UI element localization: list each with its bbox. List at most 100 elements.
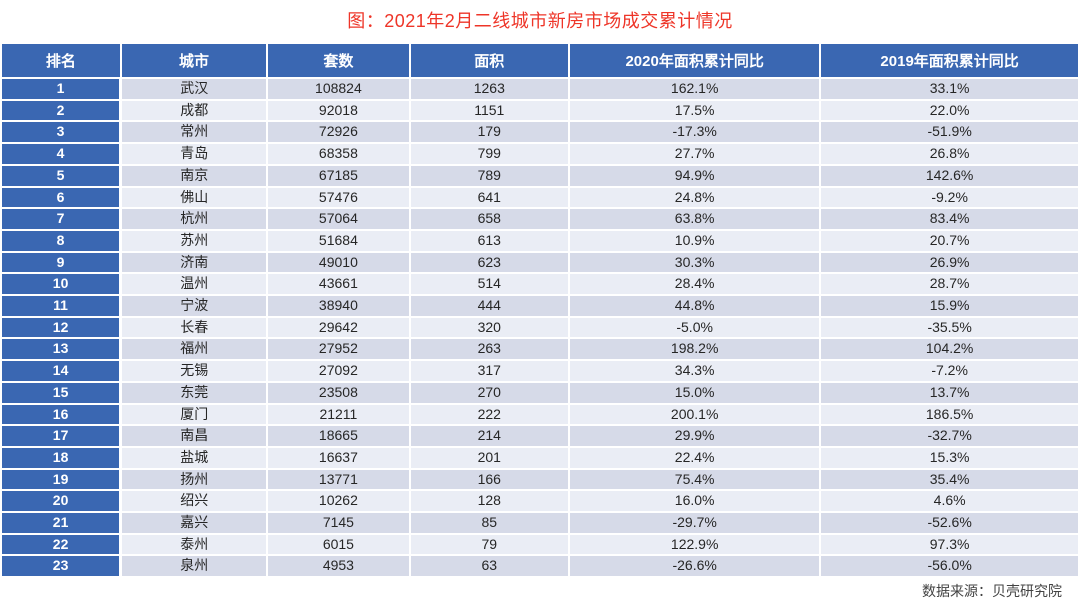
table-row: 4 青岛 68358 799 27.7% 26.8% bbox=[0, 142, 1080, 166]
table-row: 23 泉州 4953 63 -26.6% -56.0% bbox=[0, 554, 1080, 579]
table-row: 19 扬州 13771 166 75.4% 35.4% bbox=[0, 467, 1080, 492]
rank-cell: 6 bbox=[0, 185, 123, 210]
yoy2020-cell: 17.5% bbox=[568, 98, 822, 123]
city-cell: 厦门 bbox=[119, 402, 269, 427]
city-cell: 济南 bbox=[119, 250, 269, 275]
table-header: 排名 城市 套数 面积 2020年面积累计同比 2019年面积累计同比 bbox=[0, 42, 1080, 79]
area-cell: 658 bbox=[408, 207, 571, 231]
rank-cell: 23 bbox=[0, 554, 123, 579]
city-cell: 常州 bbox=[119, 120, 269, 145]
yoy2020-cell: 34.3% bbox=[568, 359, 822, 383]
units-cell: 27092 bbox=[266, 359, 411, 383]
table-row: 3 常州 72926 179 -17.3% -51.9% bbox=[0, 120, 1080, 145]
units-cell: 21211 bbox=[266, 402, 411, 427]
city-cell: 佛山 bbox=[119, 185, 269, 210]
table-row: 12 长春 29642 320 -5.0% -35.5% bbox=[0, 315, 1080, 340]
rank-cell: 13 bbox=[0, 337, 123, 362]
area-cell: 214 bbox=[408, 424, 571, 448]
city-cell: 成都 bbox=[119, 98, 269, 123]
yoy2019-cell: 4.6% bbox=[819, 489, 1080, 514]
yoy2020-cell: 200.1% bbox=[568, 402, 822, 427]
table-row: 16 厦门 21211 222 200.1% 186.5% bbox=[0, 402, 1080, 427]
table-row: 7 杭州 57064 658 63.8% 83.4% bbox=[0, 207, 1080, 231]
table-row: 1 武汉 108824 1263 162.1% 33.1% bbox=[0, 77, 1080, 101]
city-cell: 南昌 bbox=[119, 424, 269, 448]
yoy2019-cell: 97.3% bbox=[819, 532, 1080, 557]
table-row: 20 绍兴 10262 128 16.0% 4.6% bbox=[0, 489, 1080, 514]
table-row: 9 济南 49010 623 30.3% 26.9% bbox=[0, 250, 1080, 275]
yoy2020-cell: 122.9% bbox=[568, 532, 822, 557]
units-cell: 7145 bbox=[266, 511, 411, 535]
header-yoy2019: 2019年面积累计同比 bbox=[819, 42, 1080, 79]
yoy2020-cell: -17.3% bbox=[568, 120, 822, 145]
yoy2020-cell: -29.7% bbox=[568, 511, 822, 535]
header-area: 面积 bbox=[408, 42, 571, 79]
city-cell: 泉州 bbox=[119, 554, 269, 579]
yoy2019-cell: 186.5% bbox=[819, 402, 1080, 427]
rank-cell: 15 bbox=[0, 380, 123, 405]
city-cell: 杭州 bbox=[119, 207, 269, 231]
city-cell: 扬州 bbox=[119, 467, 269, 492]
units-cell: 108824 bbox=[266, 77, 411, 101]
yoy2020-cell: 28.4% bbox=[568, 272, 822, 297]
header-city: 城市 bbox=[119, 42, 269, 79]
area-cell: 79 bbox=[408, 532, 571, 557]
units-cell: 51684 bbox=[266, 228, 411, 253]
yoy2019-cell: -51.9% bbox=[819, 120, 1080, 145]
yoy2019-cell: 33.1% bbox=[819, 77, 1080, 101]
area-cell: 1151 bbox=[408, 98, 571, 123]
area-cell: 128 bbox=[408, 489, 571, 514]
rank-cell: 16 bbox=[0, 402, 123, 427]
rank-cell: 14 bbox=[0, 359, 123, 383]
page-title: 图：2021年2月二线城市新房市场成交累计情况 bbox=[347, 11, 733, 31]
yoy2020-cell: -26.6% bbox=[568, 554, 822, 579]
rank-cell: 8 bbox=[0, 228, 123, 253]
yoy2020-cell: 10.9% bbox=[568, 228, 822, 253]
yoy2020-cell: 30.3% bbox=[568, 250, 822, 275]
city-cell: 武汉 bbox=[119, 77, 269, 101]
yoy2020-cell: 94.9% bbox=[568, 163, 822, 188]
area-cell: 317 bbox=[408, 359, 571, 383]
rank-cell: 18 bbox=[0, 445, 123, 470]
rank-cell: 10 bbox=[0, 272, 123, 297]
table-row: 11 宁波 38940 444 44.8% 15.9% bbox=[0, 294, 1080, 318]
city-cell: 苏州 bbox=[119, 228, 269, 253]
table-row: 18 盐城 16637 201 22.4% 15.3% bbox=[0, 445, 1080, 470]
rank-cell: 22 bbox=[0, 532, 123, 557]
rank-cell: 17 bbox=[0, 424, 123, 448]
city-sales-table: 排名 城市 套数 面积 2020年面积累计同比 2019年面积累计同比 1 武汉… bbox=[0, 42, 1080, 579]
area-cell: 613 bbox=[408, 228, 571, 253]
yoy2020-cell: 27.7% bbox=[568, 142, 822, 166]
units-cell: 4953 bbox=[266, 554, 411, 579]
area-cell: 222 bbox=[408, 402, 571, 427]
units-cell: 72926 bbox=[266, 120, 411, 145]
yoy2019-cell: 15.9% bbox=[819, 294, 1080, 318]
area-cell: 641 bbox=[408, 185, 571, 210]
rank-cell: 3 bbox=[0, 120, 123, 145]
area-cell: 166 bbox=[408, 467, 571, 492]
yoy2019-cell: -7.2% bbox=[819, 359, 1080, 383]
area-cell: 320 bbox=[408, 315, 571, 340]
area-cell: 201 bbox=[408, 445, 571, 470]
yoy2020-cell: 63.8% bbox=[568, 207, 822, 231]
units-cell: 29642 bbox=[266, 315, 411, 340]
table-row: 5 南京 67185 789 94.9% 142.6% bbox=[0, 163, 1080, 188]
yoy2019-cell: -35.5% bbox=[819, 315, 1080, 340]
yoy2020-cell: 24.8% bbox=[568, 185, 822, 210]
units-cell: 68358 bbox=[266, 142, 411, 166]
area-cell: 799 bbox=[408, 142, 571, 166]
table-row: 10 温州 43661 514 28.4% 28.7% bbox=[0, 272, 1080, 297]
table-row: 14 无锡 27092 317 34.3% -7.2% bbox=[0, 359, 1080, 383]
table-body: 1 武汉 108824 1263 162.1% 33.1% 2 成都 92018… bbox=[0, 77, 1080, 579]
area-cell: 1263 bbox=[408, 77, 571, 101]
rank-cell: 5 bbox=[0, 163, 123, 188]
yoy2019-cell: -32.7% bbox=[819, 424, 1080, 448]
city-cell: 绍兴 bbox=[119, 489, 269, 514]
table-row: 6 佛山 57476 641 24.8% -9.2% bbox=[0, 185, 1080, 210]
area-cell: 623 bbox=[408, 250, 571, 275]
yoy2020-cell: 44.8% bbox=[568, 294, 822, 318]
city-cell: 温州 bbox=[119, 272, 269, 297]
yoy2020-cell: 22.4% bbox=[568, 445, 822, 470]
table-row: 21 嘉兴 7145 85 -29.7% -52.6% bbox=[0, 511, 1080, 535]
header-row: 排名 城市 套数 面积 2020年面积累计同比 2019年面积累计同比 bbox=[0, 42, 1080, 79]
